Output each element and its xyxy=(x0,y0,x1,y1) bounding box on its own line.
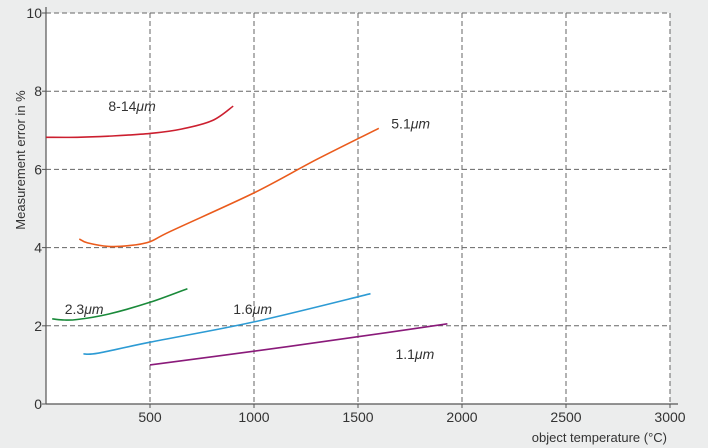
x-tick-label: 1000 xyxy=(238,409,269,425)
series-line-8-14um xyxy=(45,105,234,139)
y-tick-label: 2 xyxy=(34,318,42,334)
x-axis-label: object temperature (°C) xyxy=(532,430,667,445)
x-tick-label: 3000 xyxy=(654,409,685,425)
series-labels: 8-14μm 5.1μm 2.3μm 1.6μm 1.1μm xyxy=(65,98,435,362)
x-tick-label: 2500 xyxy=(550,409,581,425)
series-line-1-1um xyxy=(149,323,448,366)
y-tick-label: 4 xyxy=(34,240,42,256)
grid-lines xyxy=(46,12,671,404)
series-label-5-1um: 5.1μm xyxy=(391,115,430,131)
x-tick-label: 500 xyxy=(138,409,162,425)
x-tick-label: 1500 xyxy=(342,409,373,425)
y-tick-label: 6 xyxy=(34,161,42,177)
tick-labels: 500 1000 1500 2000 2500 3000 0 2 4 6 8 10 xyxy=(26,5,685,425)
series-line-2-3um xyxy=(52,287,188,321)
series-line-1-6um xyxy=(83,292,371,356)
series-label-8-14um: 8-14μm xyxy=(108,98,156,114)
y-tick-label: 0 xyxy=(34,396,42,412)
series-label-1-6um: 1.6μm xyxy=(233,301,272,317)
y-tick-label: 10 xyxy=(26,5,42,21)
axes xyxy=(45,7,678,405)
y-tick-label: 8 xyxy=(34,83,42,99)
y-axis-label: Measurement error in % xyxy=(13,90,28,230)
series-label-2-3um: 2.3μm xyxy=(65,301,104,317)
x-tick-label: 2000 xyxy=(446,409,477,425)
series-lines xyxy=(45,105,448,366)
series-label-1-1um: 1.1μm xyxy=(395,346,434,362)
series-line-5-1um xyxy=(78,127,380,248)
